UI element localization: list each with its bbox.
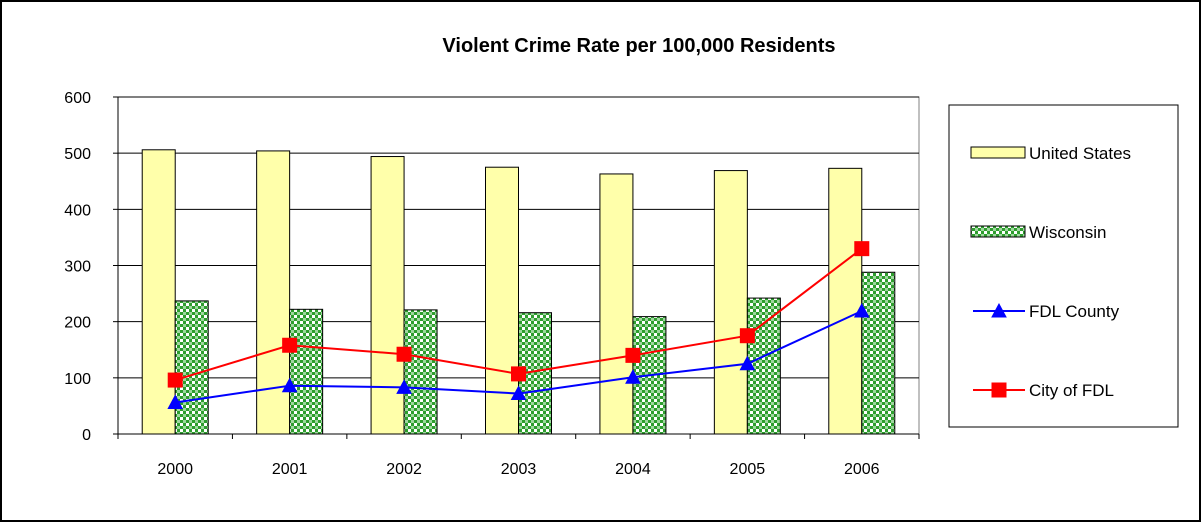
- y-tick-label: 500: [64, 146, 91, 163]
- bar-united-states: [141, 149, 176, 435]
- point-fdl-county: [396, 379, 412, 394]
- legend-marker-fdl-county: [991, 302, 1007, 318]
- bar-united-states: [828, 167, 863, 435]
- y-axis-ticks: 0 100 200 300 400 500 600: [64, 90, 118, 444]
- x-tick-label: 2000: [157, 461, 193, 478]
- legend-label-fdl-county: FDL County: [1029, 302, 1120, 321]
- x-tick-label: 2006: [844, 461, 880, 478]
- point-city-of-fdl: [511, 366, 526, 382]
- point-city-of-fdl: [282, 337, 298, 353]
- bar-united-states: [599, 173, 634, 435]
- point-fdl-county: [281, 377, 298, 393]
- bars: [141, 149, 896, 435]
- bar-wisconsin: [174, 300, 209, 435]
- x-axis-ticks: 2000 2001 2002 2003 2004 2005 2006: [117, 434, 920, 478]
- legend-box: [948, 104, 1179, 428]
- legend: United States Wisconsin FDL County City of …: [970, 144, 1131, 400]
- legend-label-city-of-fdl: City of FDL: [1029, 381, 1114, 400]
- lines: [167, 241, 870, 410]
- bar-wisconsin: [861, 271, 896, 435]
- y-tick-label: 600: [64, 90, 91, 107]
- point-fdl-county: [739, 355, 756, 371]
- x-tick-label: 2003: [501, 461, 537, 478]
- point-fdl-county: [167, 394, 184, 410]
- y-tick-label: 0: [82, 427, 91, 444]
- point-city-of-fdl: [625, 347, 641, 363]
- point-city-of-fdl: [167, 372, 183, 388]
- x-tick-label: 2002: [386, 461, 422, 478]
- legend-label-united-states: United States: [1029, 144, 1131, 163]
- bar-wisconsin: [403, 309, 438, 435]
- y-tick-label: 400: [64, 202, 91, 219]
- chart-title: Violent Crime Rate per 100,000 Residents: [442, 35, 835, 57]
- bar-united-states: [485, 166, 519, 435]
- y-tick-label: 100: [64, 371, 91, 388]
- point-fdl-county: [625, 369, 641, 384]
- legend-swatch-united-states: [970, 146, 1026, 159]
- point-fdl-county: [853, 302, 870, 318]
- legend-label-wisconsin: Wisconsin: [1029, 223, 1106, 242]
- y-tick-label: 300: [64, 259, 91, 276]
- point-city-of-fdl: [396, 346, 412, 362]
- x-tick-label: 2004: [615, 461, 651, 478]
- point-city-of-fdl: [854, 241, 870, 257]
- point-fdl-county: [510, 385, 527, 401]
- axes: [117, 97, 919, 435]
- point-city-of-fdl: [739, 328, 755, 344]
- bar-united-states: [713, 170, 748, 435]
- y-tick-label: 200: [64, 315, 91, 332]
- x-tick-label: 2001: [272, 461, 308, 478]
- bar-wisconsin: [746, 297, 781, 435]
- bar-wisconsin: [289, 308, 324, 435]
- legend-swatch-wisconsin: [970, 225, 1026, 238]
- legend-marker-city-of-fdl: [991, 382, 1007, 398]
- x-tick-label: 2005: [730, 461, 766, 478]
